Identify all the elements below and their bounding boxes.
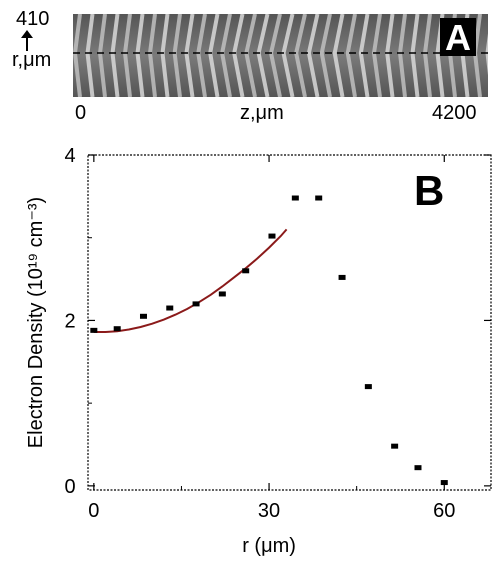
data-point	[315, 195, 323, 201]
data-point	[166, 305, 174, 311]
panel-b-chart: 0 30 60 0 2 4 r (μm) Electron Density (10¹⁹ cm⁻…	[25, 145, 492, 557]
data-point	[192, 301, 200, 307]
data-point	[338, 274, 346, 280]
panel-a-letter: A	[440, 18, 476, 56]
panel-a-y-axis-label: r,μm	[12, 49, 52, 71]
arrow-up-icon	[21, 30, 33, 51]
data-point	[113, 326, 121, 332]
x-tick-label: 0	[88, 500, 99, 522]
data-point	[242, 268, 250, 274]
x-tick-label: 30	[258, 500, 280, 522]
fringe-line	[294, 14, 307, 97]
data-point	[440, 480, 448, 486]
data-point	[218, 291, 226, 297]
panel-a-y-top-label: 410	[16, 8, 50, 30]
fit-curve	[93, 228, 288, 333]
data-point	[414, 465, 422, 471]
fringe-line	[345, 14, 357, 97]
y-tick-label: 0	[64, 476, 75, 498]
fringe-line	[306, 14, 320, 97]
plot-frame	[87, 154, 492, 491]
data-point	[268, 233, 276, 239]
y-axis-label: Electron Density (10¹⁹ cm⁻³)	[25, 197, 47, 448]
data-point	[364, 384, 372, 390]
y-tick-label: 2	[64, 310, 75, 332]
fringe-line	[358, 14, 370, 97]
fringe-line	[319, 14, 332, 97]
panel-a-x-left-label: 0	[75, 102, 87, 124]
panel-a-x-axis-label: z,μm	[240, 102, 284, 124]
data-point	[139, 313, 147, 319]
x-tick-label: 60	[433, 500, 455, 522]
data-point	[391, 443, 399, 449]
panel-b-letter: B	[414, 167, 444, 214]
panel-a-x-right-label: 4200	[432, 102, 477, 124]
panel-a-fringe-image	[73, 14, 488, 97]
y-tick-label: 4	[64, 145, 75, 167]
fringe-line	[332, 14, 345, 97]
fringe-pattern	[73, 14, 488, 97]
data-point	[90, 327, 98, 333]
data-point	[291, 195, 299, 201]
x-axis-label: r (μm)	[242, 535, 296, 557]
